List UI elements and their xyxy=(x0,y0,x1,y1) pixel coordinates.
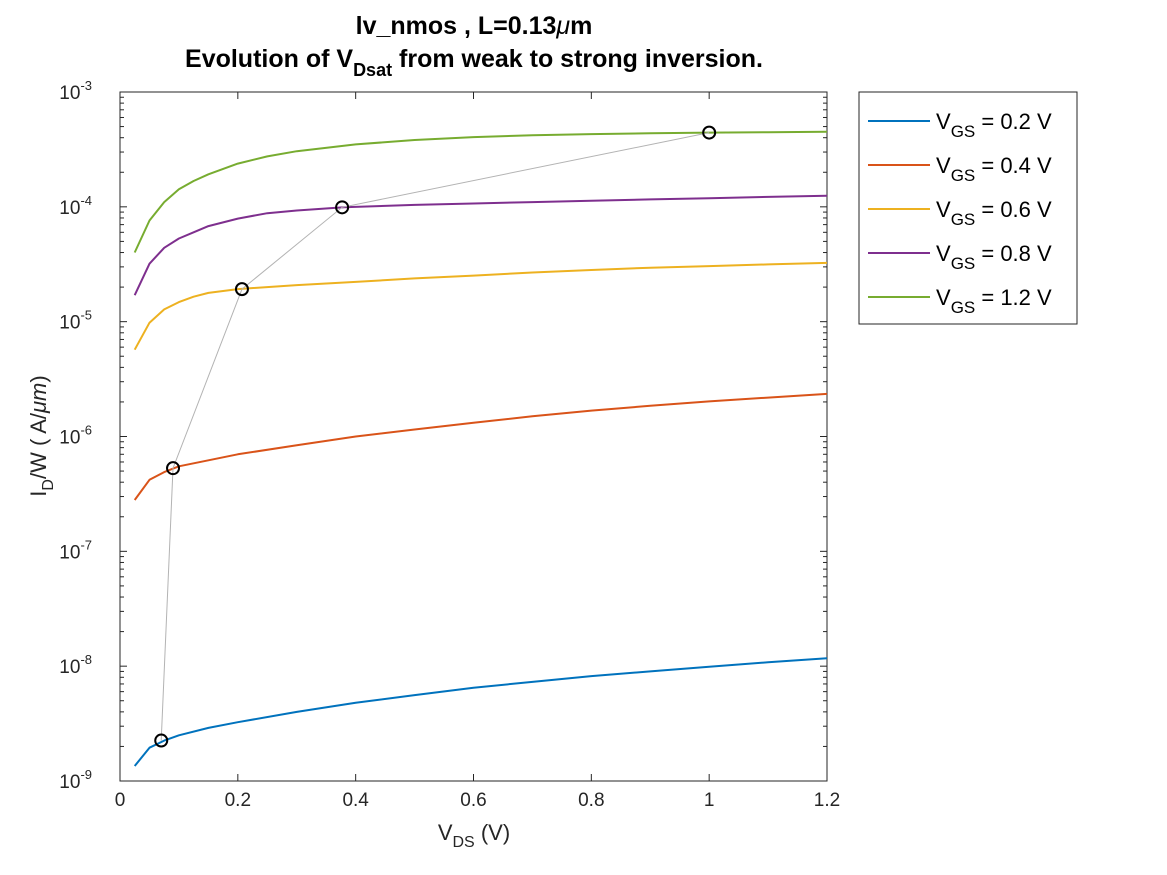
axes-box xyxy=(119,91,828,782)
x-axis-ticks: 0 0.2 0.4 0.6 0.8 1 1.2 xyxy=(115,92,840,811)
chart-title-line1: lv_nmos , L=0.13μm xyxy=(356,12,593,40)
y-axis-ticks: 10-9 10-8 10-7 10-6 10-5 10-4 10-3 xyxy=(59,78,827,793)
vdsat-connector-line xyxy=(160,132,710,741)
x-tick-label: 0.4 xyxy=(342,790,369,811)
y-tick-label: 10-6 xyxy=(59,423,92,449)
series-line-3 xyxy=(133,194,828,296)
x-tick-label: 1 xyxy=(704,790,715,811)
x-tick-label: 0.2 xyxy=(225,790,251,811)
series-line-1 xyxy=(133,392,828,501)
legend-label: VGS = 0.4 V xyxy=(936,153,1052,185)
vdsat-point xyxy=(154,733,169,748)
legend-label: VGS = 1.2 V xyxy=(936,285,1052,317)
series-line-4 xyxy=(133,130,828,253)
chart-title-line2: Evolution of VDsat from weak to strong i… xyxy=(185,45,763,80)
legend-label: VGS = 0.8 V xyxy=(936,241,1052,273)
x-tick-label: 0 xyxy=(115,790,126,811)
y-tick-label: 10-7 xyxy=(59,537,92,563)
x-tick-label: 0.8 xyxy=(578,790,604,811)
series-lines xyxy=(133,130,828,767)
vdsat-point xyxy=(234,282,249,297)
y-tick-label: 10-4 xyxy=(59,193,92,219)
x-tick-label: 0.6 xyxy=(460,790,486,811)
vdsat-markers xyxy=(154,125,717,748)
y-tick-label: 10-9 xyxy=(59,767,92,793)
x-axis-label: VDS (V) xyxy=(438,820,510,851)
y-axis-label: ID/W ( A/μm) xyxy=(26,375,57,496)
series-line-0 xyxy=(133,657,828,767)
legend: VGS = 0.2 V VGS = 0.4 V VGS = 0.6 V VGS = 0… xyxy=(858,91,1078,325)
legend-label: VGS = 0.6 V xyxy=(936,197,1052,229)
vdsat-point xyxy=(702,125,717,140)
series-line-2 xyxy=(133,261,828,351)
y-tick-label: 10-5 xyxy=(59,308,92,334)
y-tick-label: 10-8 xyxy=(59,652,92,678)
vdsat-point xyxy=(166,461,181,476)
x-tick-label: 1.2 xyxy=(814,790,840,811)
legend-label: VGS = 0.2 V xyxy=(936,109,1052,141)
vdsat-point xyxy=(335,200,350,215)
y-tick-label: 10-3 xyxy=(59,78,92,104)
